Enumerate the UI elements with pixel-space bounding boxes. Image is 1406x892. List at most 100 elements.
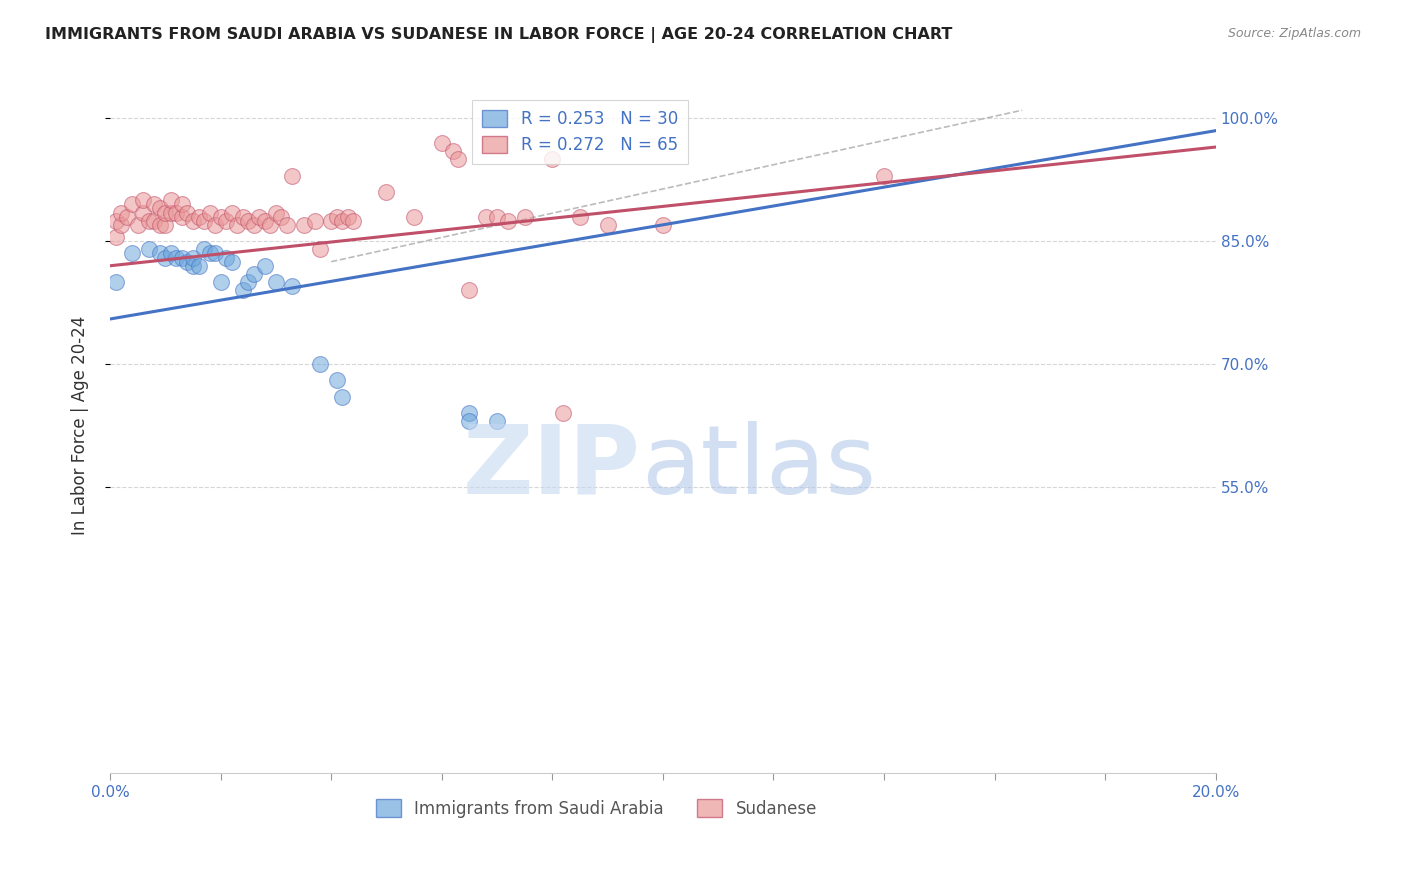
Point [155, 218, 177, 232]
Point [138, 213, 160, 227]
Point [330, 390, 353, 404]
Point [110, 218, 132, 232]
Point [596, 218, 619, 232]
Point [149, 202, 172, 216]
Point [115, 210, 138, 224]
Point [149, 246, 172, 260]
Point [292, 218, 315, 232]
Point [238, 275, 260, 289]
Point [513, 210, 536, 224]
Point [325, 210, 347, 224]
Point [160, 194, 183, 208]
Point [209, 210, 232, 224]
Point [238, 213, 260, 227]
Point [132, 205, 155, 219]
Point [132, 194, 155, 208]
Point [232, 283, 254, 297]
Point [149, 218, 172, 232]
Point [486, 210, 509, 224]
Point [270, 210, 292, 224]
Point [170, 251, 193, 265]
Point [187, 210, 209, 224]
Point [209, 275, 232, 289]
Point [143, 197, 166, 211]
Point [198, 246, 221, 260]
Point [138, 243, 160, 257]
Point [170, 210, 193, 224]
Point [447, 153, 470, 167]
Point [342, 213, 364, 227]
Point [204, 246, 226, 260]
Point [325, 373, 347, 387]
Point [404, 210, 426, 224]
Point [330, 213, 353, 227]
Point [187, 259, 209, 273]
Point [475, 210, 498, 224]
Point [276, 218, 298, 232]
Point [226, 218, 249, 232]
Point [281, 279, 304, 293]
Point [121, 197, 143, 211]
Point [281, 169, 304, 183]
Point [160, 246, 183, 260]
Point [458, 406, 481, 420]
Point [375, 185, 398, 199]
Point [104, 230, 127, 244]
Point [127, 218, 149, 232]
Point [104, 213, 127, 227]
Point [336, 210, 359, 224]
Point [181, 213, 204, 227]
Point [104, 275, 127, 289]
Point [253, 213, 276, 227]
Point [253, 259, 276, 273]
Legend: Immigrants from Saudi Arabia, Sudanese: Immigrants from Saudi Arabia, Sudanese [370, 793, 824, 824]
Point [221, 254, 243, 268]
Point [430, 136, 453, 150]
Text: IMMIGRANTS FROM SAUDI ARABIA VS SUDANESE IN LABOR FORCE | AGE 20-24 CORRELATION : IMMIGRANTS FROM SAUDI ARABIA VS SUDANESE… [45, 27, 952, 43]
Point [553, 406, 575, 420]
Point [321, 213, 343, 227]
Point [541, 153, 564, 167]
Point [155, 251, 177, 265]
Point [121, 246, 143, 260]
Point [165, 205, 187, 219]
Point [873, 169, 896, 183]
Point [165, 251, 187, 265]
Point [304, 213, 326, 227]
Point [309, 243, 332, 257]
Point [204, 218, 226, 232]
Point [198, 205, 221, 219]
Point [181, 251, 204, 265]
Point [215, 251, 238, 265]
Point [143, 213, 166, 227]
Point [243, 267, 266, 281]
Point [441, 144, 464, 158]
Point [458, 414, 481, 428]
Point [309, 357, 332, 371]
Point [259, 218, 281, 232]
Point [264, 275, 287, 289]
Point [264, 205, 287, 219]
Y-axis label: In Labor Force | Age 20-24: In Labor Force | Age 20-24 [72, 316, 89, 535]
Point [458, 283, 481, 297]
Point [232, 210, 254, 224]
Point [568, 210, 591, 224]
Text: Source: ZipAtlas.com: Source: ZipAtlas.com [1227, 27, 1361, 40]
Point [110, 205, 132, 219]
Point [215, 213, 238, 227]
Point [181, 259, 204, 273]
Text: ZIP: ZIP [463, 421, 641, 514]
Text: atlas: atlas [641, 421, 876, 514]
Point [155, 205, 177, 219]
Point [170, 197, 193, 211]
Point [496, 213, 519, 227]
Point [193, 243, 215, 257]
Point [193, 213, 215, 227]
Point [160, 205, 183, 219]
Point [651, 218, 673, 232]
Point [486, 414, 509, 428]
Point [176, 254, 198, 268]
Point [247, 210, 270, 224]
Point [176, 205, 198, 219]
Point [221, 205, 243, 219]
